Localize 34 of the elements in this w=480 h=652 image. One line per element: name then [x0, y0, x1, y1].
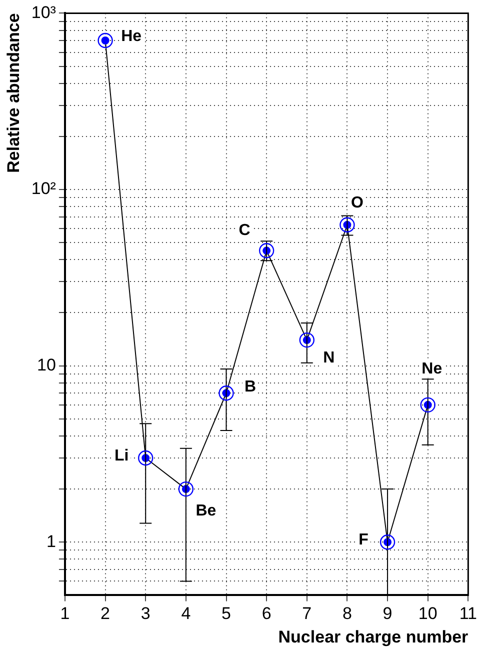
- annotation: O: [350, 194, 364, 212]
- annotation: F: [358, 532, 369, 549]
- y-axis-title: Relative abundance: [4, 13, 23, 173]
- x-tick-label: 8: [342, 604, 352, 624]
- y-tick-label: 1: [46, 532, 56, 551]
- x-tick-label: 7: [302, 604, 312, 624]
- annotation: Ne: [422, 360, 442, 378]
- annotation: He: [121, 28, 142, 45]
- y-tick-label: 10²: [31, 179, 56, 198]
- x-tick-label: 11: [459, 604, 478, 624]
- point: [299, 332, 314, 348]
- point: [380, 534, 396, 550]
- annotation: Be: [196, 502, 216, 520]
- annotation: Li: [114, 447, 129, 464]
- x-axis-title: Nuclear charge number: [278, 627, 469, 646]
- x-tick-label: 5: [222, 604, 231, 624]
- annotation: C: [238, 222, 251, 240]
- x-tick-label: 9: [382, 604, 392, 624]
- x-tick-label: 10: [418, 604, 438, 624]
- point: [340, 217, 355, 232]
- x-tick-label: 3: [140, 604, 150, 624]
- point: [178, 481, 194, 497]
- point: [218, 386, 234, 401]
- x-tick-label: 1: [60, 604, 70, 624]
- annotation: N: [323, 349, 335, 366]
- y-tick-label: 10: [37, 356, 56, 375]
- point: [138, 450, 154, 466]
- x-tick-label: 2: [100, 604, 110, 624]
- point: [420, 397, 436, 413]
- x-tick-label: 6: [262, 604, 272, 624]
- point: [98, 32, 113, 48]
- x-tick-label: 4: [181, 604, 191, 624]
- annotation: B: [244, 378, 256, 396]
- y-tick-label: 10³: [31, 2, 56, 22]
